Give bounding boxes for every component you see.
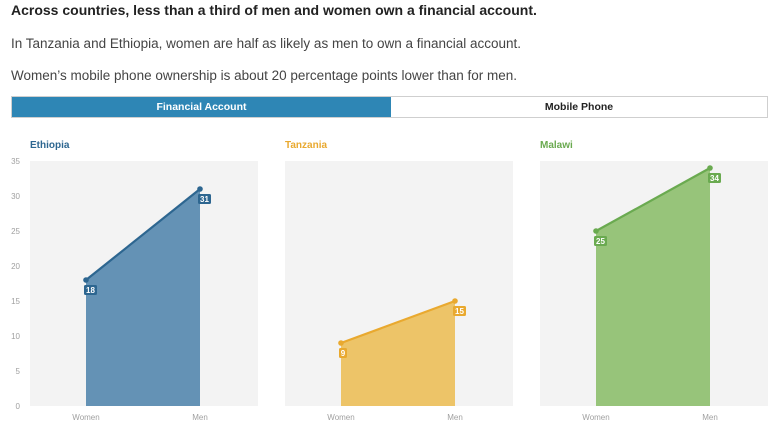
data-label-bg-malawi-1 xyxy=(708,173,721,183)
subtitle-1: In Tanzania and Ethiopia, women are half… xyxy=(11,36,522,51)
subtitle-2: Women’s mobile phone ownership is about … xyxy=(11,68,518,83)
tab-financial-account[interactable]: Financial Account xyxy=(12,97,391,117)
data-label-bg-tanzania-1 xyxy=(453,306,466,316)
data-label-bg-ethiopia-0 xyxy=(84,285,97,295)
point-tanzania-men xyxy=(452,298,458,304)
x-tick-label-ethiopia-women: Women xyxy=(72,413,99,422)
x-tick-label-malawi-men: Men xyxy=(702,413,718,422)
area-ethiopia xyxy=(86,189,200,406)
data-label-bg-malawi-0 xyxy=(594,236,607,246)
small-multiples-chart: 0 5 10 15 20 25 30 35 Ethiopia 18 31 Women Men Tanzan… xyxy=(11,140,768,422)
data-label-malawi-men: 34 xyxy=(710,174,719,183)
panel-title-malawi: Malawi xyxy=(540,140,573,151)
x-tick-label-ethiopia-men: Men xyxy=(192,413,208,422)
y-tick-label-4: 20 xyxy=(11,262,20,271)
y-tick-label-0: 0 xyxy=(16,402,21,411)
point-ethiopia-women xyxy=(83,277,89,283)
data-label-bg-tanzania-0 xyxy=(339,348,347,358)
area-tanzania xyxy=(341,301,455,406)
data-label-tanzania-men: 15 xyxy=(455,307,464,316)
line-tanzania xyxy=(340,299,456,345)
headline: Across countries, less than a third of m… xyxy=(11,2,537,18)
data-label-bg-ethiopia-1 xyxy=(198,194,211,204)
data-label-tanzania-women: 9 xyxy=(341,349,346,358)
point-malawi-women xyxy=(593,228,599,234)
data-label-ethiopia-women: 18 xyxy=(86,286,95,295)
line-malawi xyxy=(595,167,711,232)
point-tanzania-women xyxy=(338,340,344,346)
line-ethiopia xyxy=(85,188,201,281)
tab-bar: Financial Account Mobile Phone xyxy=(11,96,768,118)
area-malawi xyxy=(596,168,710,406)
point-ethiopia-men xyxy=(197,186,203,192)
data-label-ethiopia-men: 31 xyxy=(200,195,209,204)
y-tick-label-6: 30 xyxy=(11,192,20,201)
y-tick-label-5: 25 xyxy=(11,227,20,236)
y-tick-label-1: 5 xyxy=(16,367,21,376)
y-tick-label-2: 10 xyxy=(11,332,20,341)
y-tick-label-7: 35 xyxy=(11,157,20,166)
y-tick-label-3: 15 xyxy=(11,297,20,306)
x-tick-label-tanzania-men: Men xyxy=(447,413,463,422)
x-tick-label-malawi-women: Women xyxy=(582,413,609,422)
panel-title-tanzania: Tanzania xyxy=(285,140,327,151)
tab-mobile-phone[interactable]: Mobile Phone xyxy=(391,97,767,117)
panel-title-ethiopia: Ethiopia xyxy=(30,140,70,151)
x-tick-label-tanzania-women: Women xyxy=(327,413,354,422)
data-label-malawi-women: 25 xyxy=(596,237,605,246)
point-malawi-men xyxy=(707,165,713,171)
